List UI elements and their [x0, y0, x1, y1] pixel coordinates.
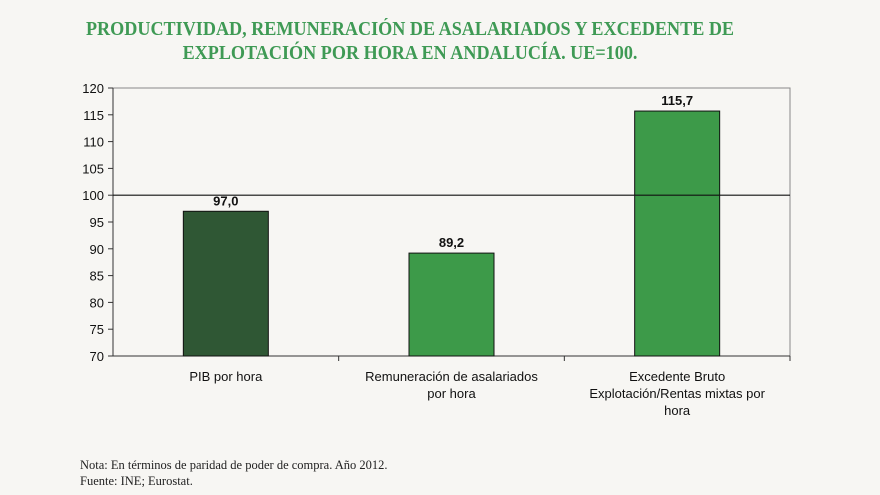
bar — [634, 110, 721, 357]
data-label: 89,2 — [439, 235, 464, 250]
y-tick-label: 120 — [82, 81, 104, 96]
note-text: Nota: En términos de paridad de poder de… — [80, 458, 388, 472]
y-tick-label: 95 — [90, 215, 104, 230]
bar — [408, 252, 495, 357]
y-tick-label: 105 — [82, 161, 104, 176]
y-tick-label: 85 — [90, 269, 104, 284]
source-text: Fuente: INE; Eurostat. — [80, 474, 193, 488]
x-tick-label: hora — [664, 403, 691, 418]
y-tick-label: 90 — [90, 242, 104, 257]
x-tick-label: Excedente Bruto — [629, 369, 725, 384]
chart-title-line-1: PRODUCTIVIDAD, REMUNERACIÓN DE ASALARIAD… — [85, 19, 735, 40]
chart-title-line-2: EXPLOTACIÓN POR HORA EN ANDALUCÍA. UE=10… — [182, 43, 638, 64]
chart-title: PRODUCTIVIDAD, REMUNERACIÓN DE ASALARIAD… — [29, 18, 792, 66]
y-tick-label: 110 — [83, 135, 104, 150]
x-tick-label: Explotación/Rentas mixtas por — [589, 386, 765, 401]
y-tick-label: 80 — [90, 295, 104, 310]
y-tick-label: 100 — [82, 188, 104, 203]
y-tick-label: 70 — [90, 349, 104, 364]
y-tick-label: 75 — [90, 322, 104, 337]
y-tick-label: 115 — [83, 108, 104, 123]
data-label: 115,7 — [661, 93, 693, 108]
x-tick-label: por hora — [427, 386, 476, 401]
x-tick-label: PIB por hora — [189, 369, 263, 384]
data-label: 97,0 — [213, 193, 238, 208]
bar — [182, 210, 269, 357]
x-tick-label: Remuneración de asalariados — [365, 369, 538, 384]
